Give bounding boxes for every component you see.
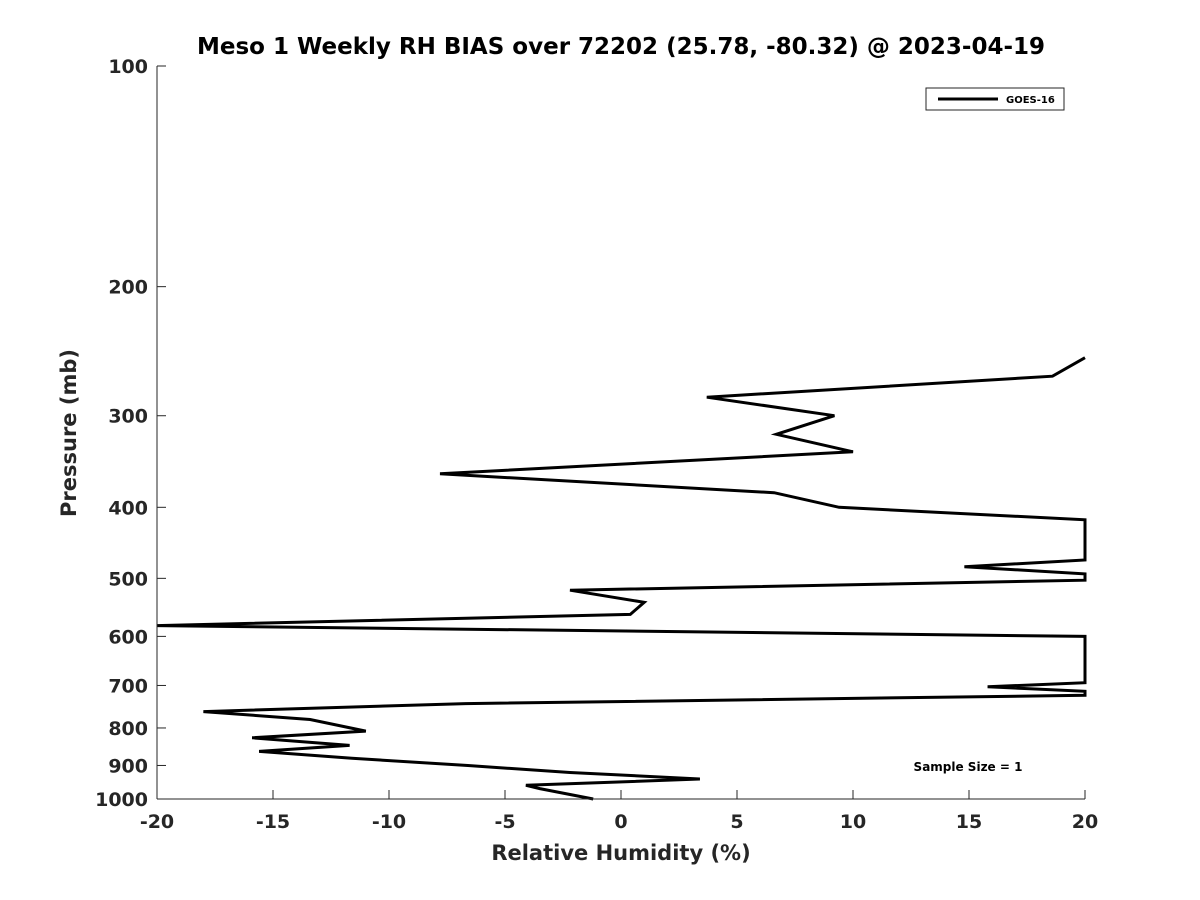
chart-title: Meso 1 Weekly RH BIAS over 72202 (25.78,…	[197, 34, 1045, 60]
plot-area	[157, 66, 1085, 799]
x-axis-label: Relative Humidity (%)	[491, 841, 750, 865]
y-tick-label: 1000	[95, 789, 148, 811]
x-tick-label: 5	[730, 811, 743, 833]
series-layer	[156, 356, 1087, 801]
y-tick-label: 800	[108, 718, 148, 740]
x-tick-label: -15	[256, 811, 290, 833]
x-tick-label: 15	[956, 811, 982, 833]
y-tick-label: 200	[108, 277, 148, 299]
y-axis-ticks: 100 200 300 400 500 600 700 800 900 1000	[95, 56, 166, 811]
y-tick-label: 600	[108, 626, 148, 648]
y-tick-label: 400	[108, 497, 148, 519]
legend-entry-goes-16: GOES-16	[1006, 95, 1055, 106]
x-tick-label: 20	[1072, 811, 1098, 833]
x-tick-label: -5	[494, 811, 515, 833]
x-tick-label: -20	[140, 811, 174, 833]
x-tick-label: 10	[840, 811, 866, 833]
y-tick-label: 100	[108, 56, 148, 78]
sample-size-annotation: Sample Size = 1	[914, 760, 1023, 774]
y-tick-label: 500	[108, 568, 148, 590]
y-tick-label: 700	[108, 675, 148, 697]
series-line-goes-16	[156, 356, 1087, 801]
x-tick-label: 0	[614, 811, 627, 833]
y-tick-label: 900	[108, 755, 148, 777]
legend: GOES-16	[925, 87, 1065, 111]
y-axis-label: Pressure (mb)	[57, 349, 81, 517]
x-axis-ticks: -20 -15 -10 -5 0 5 10 15 20	[140, 790, 1098, 833]
x-tick-label: -10	[372, 811, 406, 833]
y-tick-label: 300	[108, 406, 148, 428]
